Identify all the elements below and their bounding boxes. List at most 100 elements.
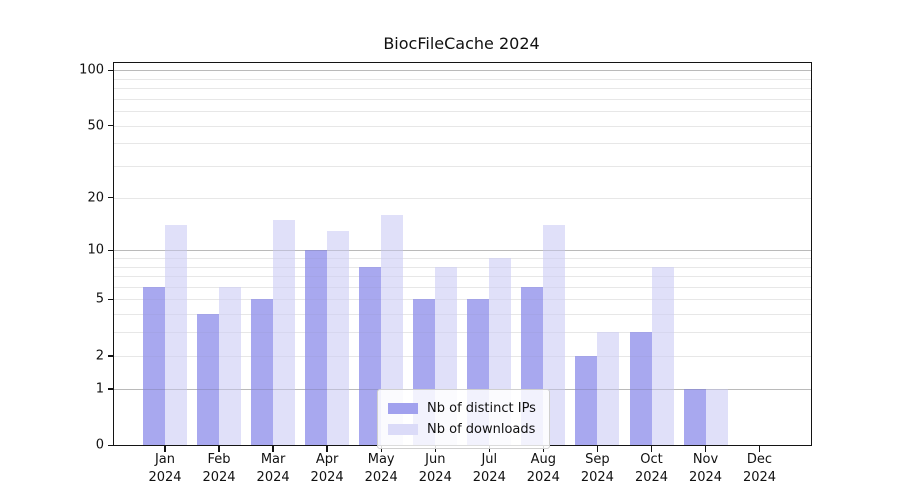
- gridline-y-7: [114, 276, 811, 277]
- chart-title: BiocFileCache 2024: [383, 34, 540, 53]
- legend-label-distinct-ips: Nb of distinct IPs: [427, 401, 536, 416]
- x-label-month: May: [367, 452, 395, 467]
- gridline-overlay-y-9: [114, 257, 811, 259]
- x-label-month: Mar: [260, 452, 286, 467]
- gridline-y-50: [114, 125, 811, 127]
- x-label-year: 2024: [148, 470, 182, 485]
- x-label-month: Aug: [530, 452, 556, 467]
- gridline-y-20: [114, 197, 811, 199]
- gridline-overlay-y-20: [114, 197, 811, 199]
- x-label-year: 2024: [202, 470, 236, 485]
- bar-mar-downloads: [273, 219, 296, 445]
- y-tick-1: [108, 388, 113, 390]
- y-tick-2: [108, 355, 113, 357]
- gridline-overlay-y-4: [114, 314, 811, 316]
- x-label-year: 2024: [580, 470, 614, 485]
- gridline-overlay-y-2: [114, 355, 811, 357]
- x-label-month: Apr: [315, 452, 339, 467]
- y-tick-label-0: 0: [95, 437, 104, 453]
- x-tick-label-jun: Jun 2024: [405, 451, 465, 487]
- x-tick-label-dec: Dec 2024: [730, 451, 790, 487]
- gridline-overlay-y-7: [114, 276, 811, 277]
- plot-area: Nb of distinct IPs Nb of downloads 0 1 2 5 1…: [79, 62, 812, 485]
- y-tick-label-100: 100: [79, 62, 104, 78]
- x-tick-sep: [596, 446, 599, 452]
- bar-mar-distinct-ips: [251, 299, 274, 445]
- bar-may-downloads: [381, 214, 404, 445]
- bar-nov-distinct-ips: [683, 388, 706, 445]
- y-tick-10: [108, 249, 113, 252]
- gridline-y-4: [114, 314, 811, 316]
- x-label-month: Nov: [692, 452, 719, 467]
- legend: Nb of distinct IPs Nb of downloads: [377, 389, 550, 449]
- bar-oct-distinct-ips: [629, 332, 652, 445]
- x-tick-label-aug: Aug 2024: [513, 451, 573, 487]
- x-label-month: Dec: [746, 452, 773, 467]
- x-tick-jul: [488, 446, 490, 452]
- gridline-overlay-y-30: [114, 166, 811, 167]
- bar-feb-downloads: [219, 286, 241, 445]
- x-tick-label-jul: Jul 2024: [459, 451, 519, 487]
- y-tick-100: [108, 69, 113, 71]
- y-tick-50: [108, 125, 113, 127]
- gridline-y-70: [114, 98, 811, 100]
- x-label-year: 2024: [256, 470, 290, 485]
- x-tick-label-oct: Oct 2024: [622, 451, 682, 487]
- x-label-month: Jun: [425, 452, 446, 467]
- gridline-y-3: [114, 332, 811, 334]
- gridline-y-100: [114, 70, 811, 71]
- gridline-y-5: [114, 299, 811, 301]
- gridline-overlay-y-100: [114, 70, 811, 71]
- y-tick-label-10: 10: [87, 242, 104, 258]
- gridline-y-2: [114, 355, 811, 357]
- x-label-year: 2024: [418, 470, 452, 485]
- x-label-month: Feb: [207, 452, 231, 467]
- y-tick-label-1: 1: [95, 381, 104, 397]
- gridline-y-30: [114, 166, 811, 167]
- x-label-year: 2024: [364, 470, 398, 485]
- legend-item-distinct-ips: Nb of distinct IPs: [388, 398, 536, 419]
- y-tick-label-20: 20: [87, 190, 104, 206]
- bar-sep-distinct-ips: [575, 355, 598, 445]
- x-tick-may: [380, 446, 382, 452]
- x-tick-nov: [704, 446, 707, 452]
- gridline-overlay-y-80: [114, 87, 811, 89]
- x-tick-label-sep: Sep 2024: [567, 451, 627, 487]
- bar-jan-distinct-ips: [143, 286, 165, 445]
- x-tick-apr: [326, 446, 328, 452]
- x-label-year: 2024: [688, 470, 723, 485]
- gridline-y-10: [114, 250, 811, 252]
- bar-feb-distinct-ips: [197, 314, 219, 445]
- bar-apr-distinct-ips: [305, 250, 328, 445]
- bar-jan-downloads: [165, 225, 187, 445]
- x-tick-label-jan: Jan 2024: [135, 451, 195, 487]
- x-label-year: 2024: [742, 470, 777, 485]
- x-tick-label-mar: Mar 2024: [243, 451, 303, 487]
- bar-may-distinct-ips: [359, 266, 382, 445]
- gridline-y-8: [114, 266, 811, 268]
- x-tick-aug: [542, 446, 544, 452]
- gridline-y-9: [114, 257, 811, 259]
- bar-apr-downloads: [327, 230, 350, 445]
- y-tick-20: [108, 197, 113, 199]
- x-label-year: 2024: [634, 470, 669, 485]
- gridline-y-60: [114, 111, 811, 112]
- gridline-y-80: [114, 87, 811, 89]
- bar-nov-downloads: [705, 388, 728, 445]
- x-tick-mar: [272, 446, 274, 452]
- bar-sep-downloads: [597, 332, 620, 445]
- gridline-overlay-y-60: [114, 111, 811, 112]
- x-tick-label-may: May 2024: [351, 451, 411, 487]
- bar-oct-downloads: [651, 266, 674, 445]
- y-tick-label-5: 5: [95, 291, 104, 307]
- x-label-year: 2024: [526, 470, 560, 485]
- gridline-overlay-y-3: [114, 332, 811, 334]
- x-label-year: 2024: [310, 470, 344, 485]
- x-tick-label-feb: Feb 2024: [189, 451, 249, 487]
- x-label-month: Oct: [640, 452, 663, 467]
- x-tick-jun: [434, 446, 436, 452]
- x-tick-label-nov: Nov 2024: [676, 451, 736, 487]
- x-tick-dec: [758, 446, 761, 452]
- x-tick-label-apr: Apr 2024: [297, 451, 357, 487]
